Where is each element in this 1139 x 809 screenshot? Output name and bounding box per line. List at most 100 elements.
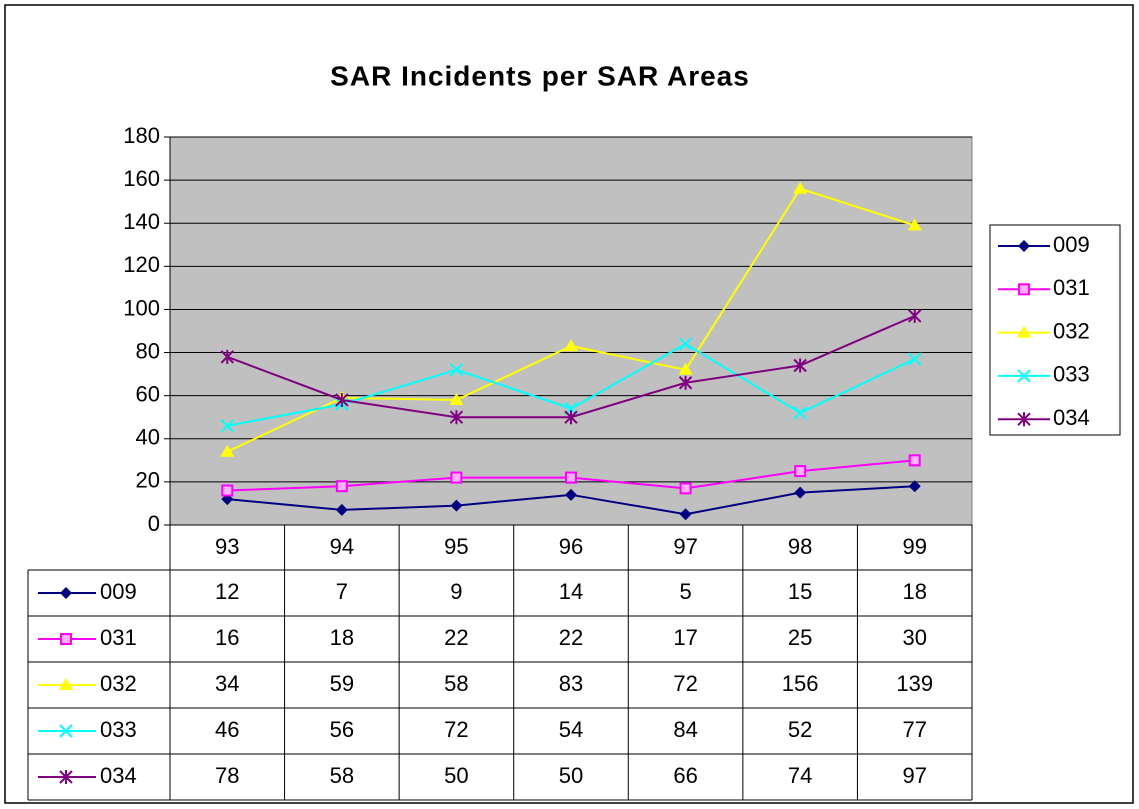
- y-tick-label: 60: [136, 381, 160, 406]
- table-key-marker: [59, 724, 73, 738]
- y-tick-label: 160: [123, 166, 160, 191]
- table-series-name: 033: [100, 717, 137, 742]
- legend-marker: [1018, 240, 1030, 252]
- table-value: 56: [330, 717, 354, 742]
- data-point: [564, 339, 578, 352]
- table-value: 84: [673, 717, 697, 742]
- y-tick-label: 100: [123, 295, 160, 320]
- table-value: 9: [450, 579, 462, 604]
- data-point: [678, 337, 693, 351]
- table-value: 58: [330, 763, 354, 788]
- y-tick-label: 0: [148, 511, 160, 536]
- table-value: 50: [444, 763, 468, 788]
- table-value: 46: [215, 717, 239, 742]
- data-point: [679, 482, 692, 495]
- table-value: 18: [902, 579, 926, 604]
- x-tick-label: 99: [902, 534, 926, 559]
- data-point: [335, 480, 348, 493]
- legend-label: 031: [1053, 275, 1090, 300]
- data-point: [220, 444, 235, 457]
- table-value: 22: [559, 625, 583, 650]
- table-value: 66: [673, 763, 697, 788]
- table-value: 72: [673, 671, 697, 696]
- y-tick-label: 80: [136, 338, 160, 363]
- table-value: 77: [902, 717, 926, 742]
- table-value: 22: [444, 625, 468, 650]
- legend-marker: [1017, 412, 1031, 427]
- table-value: 54: [559, 717, 583, 742]
- data-point: [794, 465, 807, 478]
- y-tick-label: 180: [123, 123, 160, 148]
- table-value: 12: [215, 579, 239, 604]
- data-point: [449, 363, 464, 377]
- data-point: [221, 484, 234, 497]
- table-value: 14: [559, 579, 583, 604]
- data-point: [794, 486, 807, 499]
- legend-label: 033: [1053, 362, 1090, 387]
- y-tick-label: 120: [123, 252, 160, 277]
- data-point: [450, 499, 463, 512]
- table-value: 52: [788, 717, 812, 742]
- legend-label: 032: [1053, 318, 1090, 343]
- data-point: [907, 218, 922, 231]
- data-point: [679, 508, 692, 521]
- table-key-marker: [60, 633, 72, 645]
- table-series-name: 031: [100, 625, 137, 650]
- data-point: [793, 406, 807, 420]
- data-point: [449, 410, 464, 425]
- data-point: [793, 358, 807, 373]
- y-tick-label: 40: [136, 425, 160, 450]
- legend-label: 009: [1053, 232, 1090, 257]
- data-point: [564, 410, 578, 425]
- table-series-name: 009: [100, 579, 137, 604]
- table-value: 83: [559, 671, 583, 696]
- table-value: 156: [782, 671, 819, 696]
- y-tick-label: 20: [136, 468, 160, 493]
- table-value: 97: [902, 763, 926, 788]
- table-value: 72: [444, 717, 468, 742]
- table-value: 78: [215, 763, 239, 788]
- legend-label: 034: [1053, 405, 1090, 430]
- table-value: 25: [788, 625, 812, 650]
- data-point: [908, 454, 921, 467]
- table-value: 7: [336, 579, 348, 604]
- table-value: 139: [896, 671, 933, 696]
- table-value: 50: [559, 763, 583, 788]
- table-value: 5: [679, 579, 691, 604]
- y-tick-label: 140: [123, 209, 160, 234]
- data-point: [678, 362, 693, 375]
- table-key-marker: [60, 587, 72, 599]
- x-tick-label: 97: [673, 534, 697, 559]
- table-value: 17: [673, 625, 697, 650]
- data-point: [908, 480, 921, 493]
- table-value: 74: [788, 763, 812, 788]
- table-key-marker: [59, 770, 73, 784]
- table-value: 18: [330, 625, 354, 650]
- table-value: 59: [330, 671, 354, 696]
- data-point: [335, 392, 349, 407]
- data-point: [565, 471, 577, 484]
- table-value: 16: [215, 625, 239, 650]
- x-tick-label: 94: [330, 534, 354, 559]
- legend-marker: [1017, 325, 1031, 338]
- data-point: [908, 308, 922, 323]
- data-point: [220, 419, 234, 433]
- table-series-name: 034: [100, 763, 137, 788]
- chart-title: SAR Incidents per SAR Areas: [330, 60, 750, 91]
- data-point: [793, 181, 808, 194]
- legend-marker: [1017, 369, 1031, 383]
- legend-box: [989, 224, 1121, 436]
- table-value: 30: [902, 625, 926, 650]
- data-point: [335, 503, 348, 516]
- data-point: [565, 488, 577, 501]
- x-tick-label: 93: [215, 534, 239, 559]
- table-value: 34: [215, 671, 239, 696]
- x-tick-label: 95: [444, 534, 468, 559]
- data-point: [908, 352, 922, 366]
- x-tick-label: 98: [788, 534, 812, 559]
- data-point: [450, 471, 463, 484]
- x-tick-label: 96: [559, 534, 583, 559]
- data-point: [678, 375, 693, 390]
- table-value: 58: [444, 671, 468, 696]
